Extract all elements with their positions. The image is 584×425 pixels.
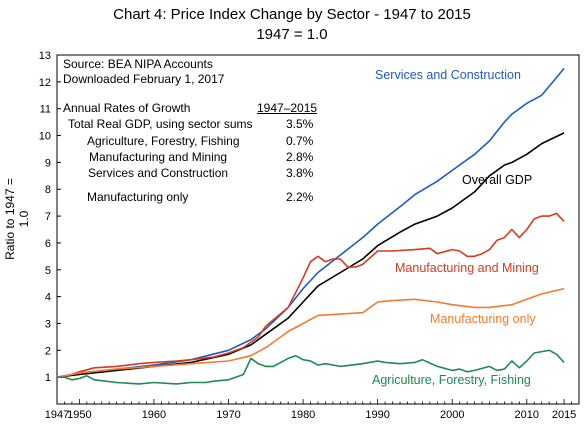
series-annotation: Manufacturing only [430,312,536,326]
y-tick-label: 8 [45,184,51,196]
info-row-value: 0.7% [286,134,314,148]
info-row-label: Services and Construction [88,166,229,180]
x-tick-label: 2015 [552,409,576,421]
series-line [57,349,565,385]
info-row-value: 3.8% [286,166,314,180]
info-row-label: Agriculture, Forestry, Fishing [87,134,240,148]
y-tick-label: 4 [45,292,51,304]
x-tick-label: 2010 [515,409,539,421]
series-annotation: Services and Construction [375,68,521,82]
info-downloaded: Downloaded February 1, 2017 [63,72,225,86]
series-line [56,132,565,378]
x-tick-label: 1990 [365,409,389,421]
info-row-label: Manufacturing only [87,190,189,204]
x-tick-label: 1947 [45,409,69,421]
x-tick-label: 1980 [291,409,315,421]
info-row-value: 3.5% [286,117,314,131]
info-row-value: 2.2% [286,190,314,204]
info-row-value: 2.8% [286,150,314,164]
chart-subtitle: 1947 = 1.0 [256,26,328,43]
y-tick-label: 9 [45,157,51,169]
info-growth-period: 1947–2015 [257,101,318,115]
y-tick-label: 2 [45,345,51,357]
series-line [56,212,565,378]
series-annotation: Manufacturing and Mining [395,261,539,275]
x-tick-label: 1970 [216,409,240,421]
y-tick-label: 10 [39,131,51,143]
x-tick-label: 2000 [440,409,464,421]
x-tick-label: 1960 [142,409,166,421]
info-growth-label: Annual Rates of Growth [63,101,191,115]
series-annotation: Agriculture, Forestry, Fishing [372,373,531,387]
y-tick-label: 7 [45,211,51,223]
y-tick-label: 12 [39,77,51,89]
y-tick-label: 1 [45,372,51,384]
x-tick-label: 1950 [67,409,91,421]
series-line [56,287,565,378]
y-tick-label: 6 [45,238,51,250]
info-source: Source: BEA NIPA Accounts [63,57,213,71]
y-tick-label: 13 [39,50,51,62]
info-row-label: Manufacturing and Mining [89,150,228,164]
info-row-label: Total Real GDP, using sector sums [68,117,253,131]
chart-title: Chart 4: Price Index Change by Sector - … [113,6,471,23]
y-tick-label: 5 [45,265,51,277]
y-tick-label: 11 [40,104,51,116]
series-annotation: Overall GDP [462,173,532,187]
y-tick-label: 3 [45,318,51,330]
